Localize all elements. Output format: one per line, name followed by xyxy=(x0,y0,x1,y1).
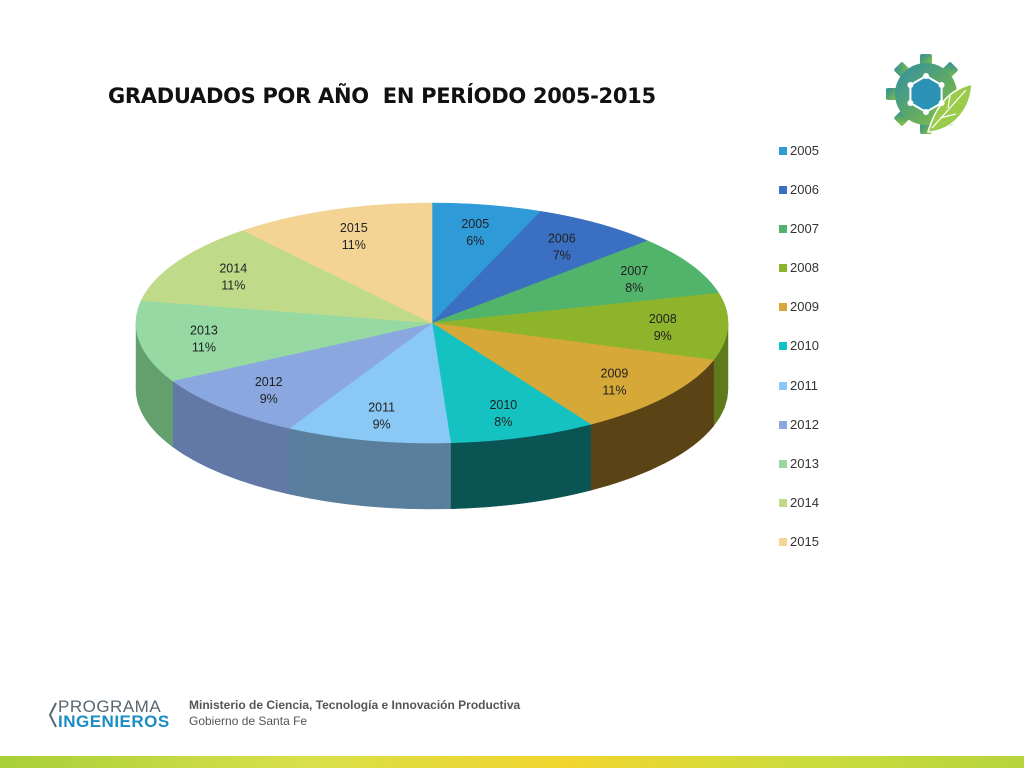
pie-slice-2011 xyxy=(288,322,451,444)
pie-data-labels: 2005 6% 2006 7%2007 8%2008 9%2009 11%2010 8%201… xyxy=(190,217,677,431)
pie-label-percent-2005: 6% xyxy=(466,234,484,248)
pie-label-2015: 2015 11% xyxy=(340,221,368,252)
legend-label-2011: 2011 xyxy=(790,377,818,393)
pie-label-2005: 2005 6% xyxy=(461,217,489,248)
pie-slice-2010 xyxy=(431,322,592,444)
pie-label-percent-2013: 11% xyxy=(192,341,216,355)
pie-slices xyxy=(135,202,729,444)
pie-slice-2008 xyxy=(431,292,729,361)
pie-label-percent-2012: 9% xyxy=(260,392,278,406)
legend-label-2007: 2007 xyxy=(790,221,819,237)
ministry-name: Ministerio de Ciencia, Tecnología e Inno… xyxy=(189,698,521,712)
legend-swatch-2008 xyxy=(779,264,787,273)
legend-swatch-2010 xyxy=(779,342,787,351)
chart-legend: 2005 2006 2007 2008 2009 2010 2011 2012 2013 2014… xyxy=(779,142,819,572)
pie-label-percent-2009: 11% xyxy=(602,383,626,397)
legend-item-2009: 2009 xyxy=(779,298,819,337)
pie-slice-2015 xyxy=(242,202,433,324)
legend-item-2010: 2010 xyxy=(779,337,819,376)
legend-label-2009: 2009 xyxy=(790,299,819,315)
pie-label-year-2013: 2013 xyxy=(190,324,218,338)
legend-item-2006: 2006 xyxy=(779,181,819,220)
pie-label-year-2008: 2008 xyxy=(649,312,677,326)
legend-swatch-2012 xyxy=(779,420,787,429)
pie-label-percent-2006: 7% xyxy=(553,249,571,263)
legend-label-2005: 2005 xyxy=(790,143,819,158)
decorative-bottom-band xyxy=(0,756,1024,768)
legend-label-2014: 2014 xyxy=(790,494,819,510)
slide-title: GRADUADOS POR AÑO EN PERÍODO 2005-2015 xyxy=(108,84,656,108)
gear-leaf-emblem-icon xyxy=(886,54,973,134)
program-name-line1: PROGRAMA xyxy=(58,697,162,716)
legend-label-2006: 2006 xyxy=(790,182,819,198)
pie-label-2006: 2006 7% xyxy=(548,232,576,263)
pie-label-2012: 2012 9% xyxy=(255,375,283,406)
legend-label-2015: 2015 xyxy=(790,533,819,549)
pie-chart: 2005 6% 2006 7%2007 8%2008 9%2009 11%2010 8%201… xyxy=(135,202,729,510)
pie-label-percent-2015: 11% xyxy=(342,238,366,252)
pie-label-percent-2014: 11% xyxy=(221,278,245,292)
pie-label-year-2007: 2007 xyxy=(620,264,648,278)
pie-label-2008: 2008 9% xyxy=(649,312,677,343)
program-name-line2: INGENIEROS xyxy=(58,712,170,731)
pie-label-year-2010: 2010 xyxy=(489,398,517,412)
pie-slice-2013 xyxy=(135,300,433,382)
legend-item-2008: 2008 xyxy=(779,259,819,298)
pie-label-year-2015: 2015 xyxy=(340,221,368,235)
legend-swatch-2009 xyxy=(779,303,787,312)
pie-slice-2006 xyxy=(431,211,649,324)
pie-label-2014: 2014 11% xyxy=(219,261,247,292)
legend-swatch-2013 xyxy=(779,459,787,468)
legend-item-2007: 2007 xyxy=(779,220,819,259)
pie-label-percent-2010: 8% xyxy=(494,415,512,429)
legend-swatch-2015 xyxy=(779,537,787,546)
pie-slice-2012 xyxy=(171,322,433,429)
pie-label-percent-2007: 8% xyxy=(625,281,643,295)
pie-label-year-2011: 2011 xyxy=(368,400,395,414)
pie-label-2011: 2011 9% xyxy=(368,400,395,431)
legend-swatch-2006 xyxy=(779,186,787,195)
legend-label-2010: 2010 xyxy=(790,338,819,354)
legend-item-2015: 2015 xyxy=(779,533,819,572)
government-name: Gobierno de Santa Fe xyxy=(189,714,308,728)
pie-slice-2014 xyxy=(140,230,433,324)
legend-swatch-2014 xyxy=(779,498,787,507)
legend-label-2008: 2008 xyxy=(790,260,819,276)
pie-side-walls xyxy=(135,322,729,510)
bracket-mark-icon xyxy=(48,702,57,728)
pie-label-year-2012: 2012 xyxy=(255,375,283,389)
legend-swatch-2007 xyxy=(779,225,787,234)
pie-slice-2009 xyxy=(431,322,715,425)
pie-label-2009: 2009 11% xyxy=(601,366,629,397)
legend-label-2013: 2013 xyxy=(790,455,819,471)
legend-label-2012: 2012 xyxy=(790,416,819,432)
pie-label-year-2009: 2009 xyxy=(601,366,629,380)
pie-label-percent-2011: 9% xyxy=(373,417,391,431)
legend-item-2005: 2005 xyxy=(779,142,819,181)
pie-label-year-2006: 2006 xyxy=(548,232,576,246)
legend-swatch-2011 xyxy=(779,381,787,390)
pie-label-2010: 2010 8% xyxy=(489,398,517,429)
legend-item-2012: 2012 xyxy=(779,416,819,455)
legend-swatch-2005 xyxy=(779,147,787,155)
legend-item-2014: 2014 xyxy=(779,494,819,533)
pie-slice-2007 xyxy=(431,240,720,324)
pie-label-year-2005: 2005 xyxy=(461,217,489,231)
legend-item-2013: 2013 xyxy=(779,455,819,494)
pie-label-percent-2008: 9% xyxy=(654,329,672,343)
legend-item-2011: 2011 xyxy=(779,377,819,416)
pie-label-2013: 2013 11% xyxy=(190,324,218,355)
pie-label-2007: 2007 8% xyxy=(620,264,648,295)
pie-label-year-2014: 2014 xyxy=(219,261,247,275)
